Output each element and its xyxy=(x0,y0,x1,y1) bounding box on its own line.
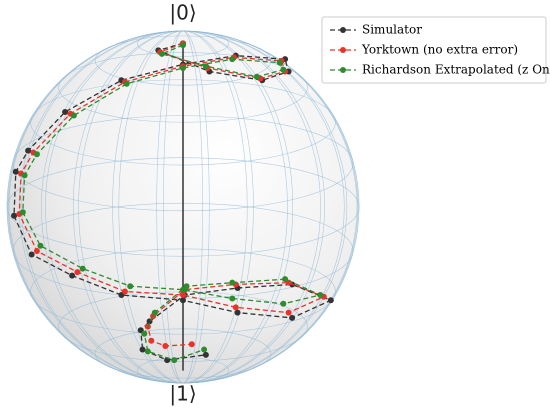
point xyxy=(19,209,26,216)
point xyxy=(33,248,40,254)
point xyxy=(180,292,186,298)
longitude xyxy=(163,30,203,384)
point xyxy=(151,309,158,316)
point xyxy=(282,276,289,283)
point xyxy=(289,314,296,321)
point xyxy=(62,108,69,115)
point xyxy=(171,357,178,364)
legend-label: Yorktown (no extra error) xyxy=(361,43,518,57)
point xyxy=(229,295,236,302)
legend-label: Simulator xyxy=(362,23,422,37)
legend-marker xyxy=(340,47,346,53)
point xyxy=(74,269,81,276)
point xyxy=(127,283,134,290)
point xyxy=(327,297,334,304)
legend-marker xyxy=(340,67,346,73)
point xyxy=(28,251,35,258)
point xyxy=(280,66,287,73)
point xyxy=(25,147,32,154)
point xyxy=(232,304,239,311)
bottom-label: |1⟩ xyxy=(169,382,196,406)
point xyxy=(21,172,28,179)
point xyxy=(202,351,209,358)
point xyxy=(234,309,241,316)
point xyxy=(70,112,77,119)
point xyxy=(123,80,130,87)
legend-label: Richardson Extrapolated (z Only) xyxy=(362,63,550,77)
point xyxy=(280,300,287,307)
point xyxy=(121,288,128,295)
point xyxy=(12,168,19,175)
point xyxy=(69,272,76,279)
point xyxy=(183,283,190,290)
trajectory xyxy=(13,42,333,361)
top-label: |0⟩ xyxy=(169,1,196,25)
point xyxy=(139,346,146,353)
point xyxy=(37,242,44,249)
point xyxy=(201,346,208,353)
point xyxy=(79,265,86,272)
point xyxy=(202,63,209,70)
point xyxy=(141,330,148,337)
legend xyxy=(321,16,547,84)
trajectory xyxy=(18,42,326,347)
point xyxy=(33,151,40,158)
legend-marker xyxy=(340,27,346,33)
point xyxy=(188,341,195,348)
point xyxy=(158,50,165,57)
point xyxy=(276,59,283,66)
sphere xyxy=(6,30,360,384)
point xyxy=(148,337,155,344)
point xyxy=(253,73,260,80)
point xyxy=(11,212,18,219)
point xyxy=(162,343,169,350)
point xyxy=(285,309,292,316)
point xyxy=(317,292,324,298)
point xyxy=(180,297,186,304)
point xyxy=(180,64,186,71)
point xyxy=(144,348,151,355)
point xyxy=(229,56,236,63)
point xyxy=(229,279,236,286)
point xyxy=(180,42,186,49)
